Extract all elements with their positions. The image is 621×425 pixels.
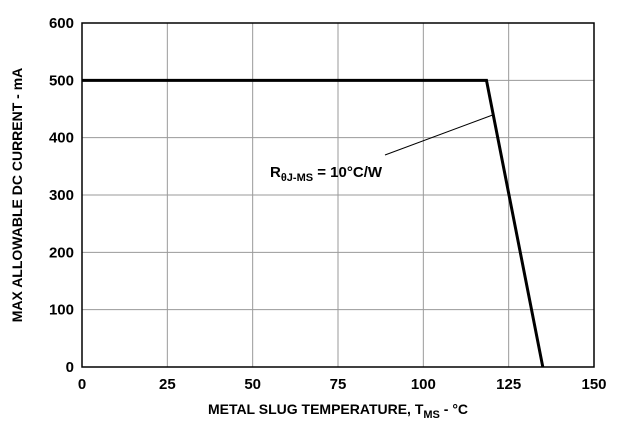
y-tick-label-600: 600 bbox=[49, 15, 74, 32]
x-tick-label-150: 150 bbox=[581, 376, 606, 393]
y-tick-label-400: 400 bbox=[49, 130, 74, 147]
x-tick-label-25: 25 bbox=[159, 376, 176, 393]
y-tick-label-200: 200 bbox=[49, 244, 74, 261]
x-tick-label-125: 125 bbox=[496, 376, 521, 393]
annotation-thermal-resistance: RθJ-MS = 10°C/W bbox=[270, 164, 383, 184]
series-line-0 bbox=[82, 78, 545, 368]
y-tick-label-0: 0 bbox=[66, 359, 74, 376]
x-tick-label-75: 75 bbox=[330, 376, 347, 393]
grid-lines bbox=[82, 23, 594, 367]
x-axis-title: METAL SLUG TEMPERATURE, TMS - °C bbox=[208, 401, 468, 421]
y-axis-title: MAX ALLOWABLE DC CURRENT - mA bbox=[9, 68, 25, 323]
x-tick-label-0: 0 bbox=[78, 376, 86, 393]
plot-frame bbox=[81, 22, 595, 368]
annotation-layer: RθJ-MS = 10°C/W bbox=[270, 114, 494, 184]
tick-labels: 0 25 50 75 100 125 150 0 100 200 300 400 500 600 bbox=[49, 15, 607, 393]
x-tick-label-50: 50 bbox=[244, 376, 261, 393]
annotation-leader-line bbox=[384, 114, 494, 156]
y-tick-label-500: 500 bbox=[49, 72, 74, 89]
y-tick-label-300: 300 bbox=[49, 187, 74, 204]
y-tick-label-100: 100 bbox=[49, 302, 74, 319]
series-layer bbox=[82, 78, 545, 368]
x-tick-label-100: 100 bbox=[411, 376, 436, 393]
